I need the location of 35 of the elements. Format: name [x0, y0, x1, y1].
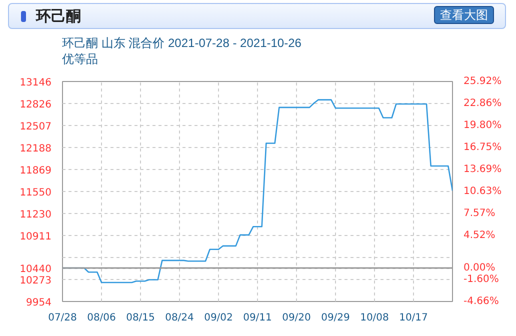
y-tick-label: 13146	[20, 78, 52, 88]
chart-title: 环己酮	[36, 7, 81, 27]
y2-tick-label: -4.66%	[464, 296, 499, 307]
x-tick-label: 10/08	[360, 312, 389, 324]
y2-tick-label: -1.60%	[464, 274, 499, 285]
x-tick-label: 08/15	[126, 312, 155, 324]
y-tick-label: 12507	[20, 122, 52, 133]
chart-subtitle: 环己酮 山东 混合价 2021-07-28 - 2021-10-26 优等品	[62, 35, 302, 67]
y2-tick-label: 10.63%	[464, 186, 502, 197]
y2-tick-label: 7.57%	[464, 208, 496, 220]
y2-tick-label: 4.52%	[464, 230, 496, 241]
y-tick-label: 12188	[20, 144, 52, 155]
y-tick-label: 10911	[20, 232, 52, 243]
x-tick-label: 10/17	[399, 312, 428, 324]
y2-tick-label: 19.80%	[464, 120, 502, 132]
y-tick-label: 9954	[26, 298, 52, 308]
x-tick-label: 08/06	[87, 312, 116, 324]
y-tick-label: 11869	[20, 166, 52, 177]
y-tick-label: 11230	[20, 210, 52, 221]
y-tick-label: 11550	[20, 188, 52, 198]
y-tick-label: 12826	[20, 100, 52, 111]
y2-tick-label: 13.69%	[464, 164, 502, 175]
y2-tick-label: 22.86%	[464, 98, 502, 110]
x-tick-label: 08/24	[165, 312, 194, 324]
y-tick-label: 10273	[20, 276, 52, 287]
y2-tick-label: 0.00%	[464, 262, 496, 274]
text: 查看大图	[434, 6, 494, 24]
x-tick-label: 09/02	[204, 312, 233, 324]
x-tick-label: 09/29	[321, 312, 350, 324]
y2-tick-label: 25.92%	[464, 76, 502, 87]
y2-tick-label: 16.75%	[464, 142, 502, 153]
x-tick-label: 09/20	[282, 312, 311, 324]
x-tick-label: 07/28	[48, 312, 77, 324]
x-tick-label: 09/11	[243, 312, 272, 324]
y-tick-label: 10440	[20, 264, 52, 276]
